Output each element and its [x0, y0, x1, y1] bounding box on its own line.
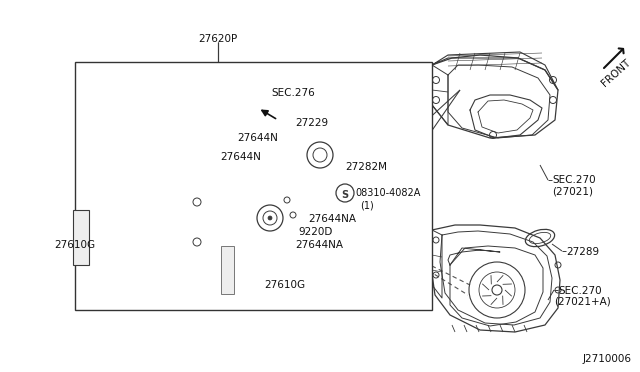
Text: S: S [341, 190, 349, 200]
Text: 27644N: 27644N [237, 133, 278, 143]
Text: SEC.270: SEC.270 [558, 286, 602, 296]
Text: 27282M: 27282M [345, 162, 387, 172]
Text: J2710006: J2710006 [583, 354, 632, 364]
Circle shape [268, 216, 272, 220]
Text: 27644NA: 27644NA [308, 214, 356, 224]
Text: 27644N: 27644N [220, 152, 261, 162]
Text: 27229: 27229 [295, 118, 328, 128]
Text: (27021): (27021) [552, 186, 593, 196]
Text: SEC.276: SEC.276 [271, 88, 315, 98]
Bar [73, 210, 89, 265]
Text: 27620P: 27620P [198, 34, 237, 44]
Text: FRONT: FRONT [600, 57, 633, 88]
Text: 9220D: 9220D [298, 227, 332, 237]
Text: 08310-4082A: 08310-4082A [355, 188, 420, 198]
Text: (27021+A): (27021+A) [554, 297, 611, 307]
Text: 27289: 27289 [566, 247, 599, 257]
Text: 27610G: 27610G [264, 280, 305, 290]
Bar [221, 246, 234, 294]
Text: (1): (1) [360, 201, 374, 211]
Text: 27644NA: 27644NA [295, 240, 343, 250]
Circle shape [492, 285, 502, 295]
Text: 27610G: 27610G [54, 240, 95, 250]
Bar [75, 62, 432, 310]
Text: SEC.270: SEC.270 [552, 175, 596, 185]
